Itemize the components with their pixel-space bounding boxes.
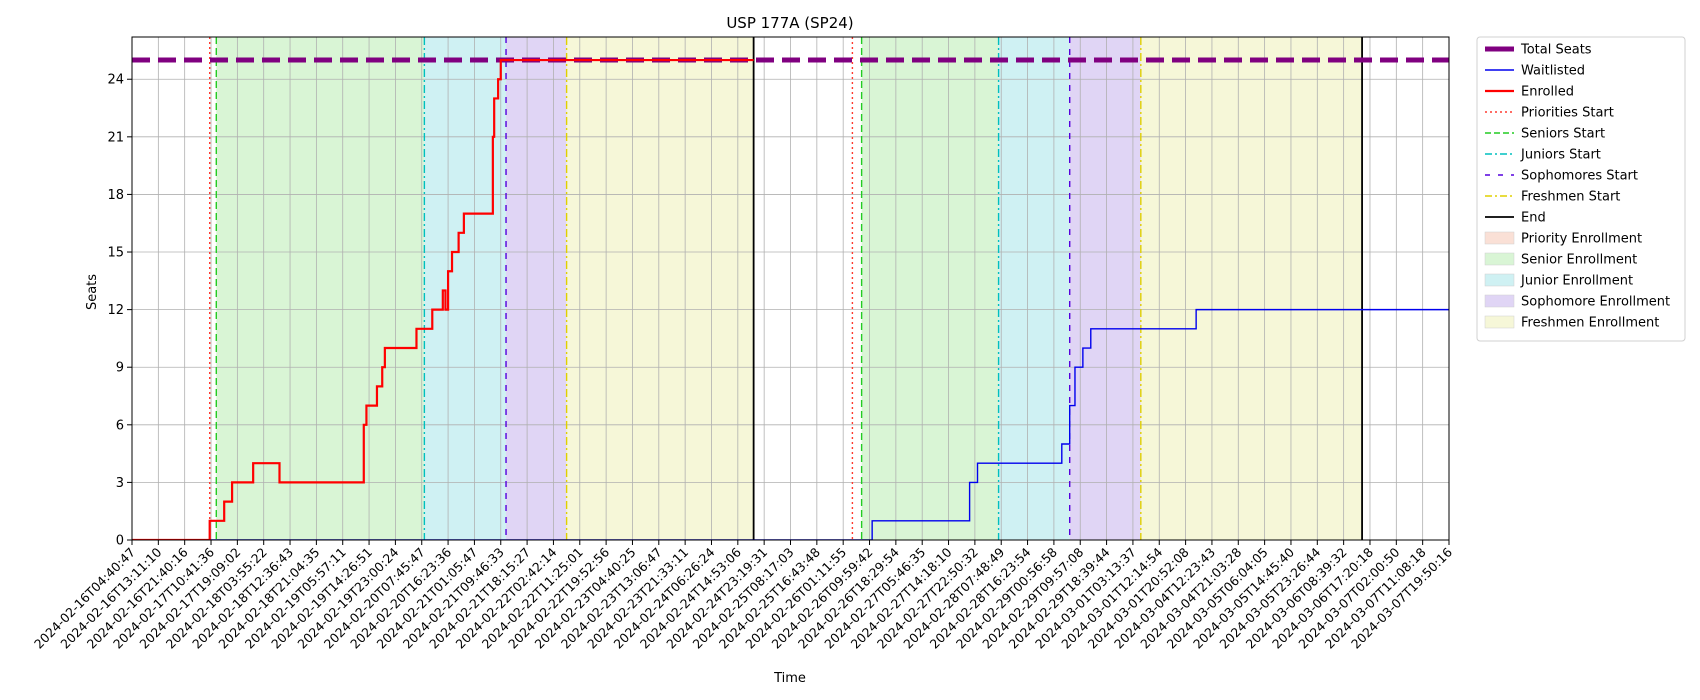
sophomore-enrollment-legend-entry: Sophomore Enrollment — [1521, 295, 1670, 310]
series-group — [132, 57, 1449, 540]
junior-enrollment-span — [998, 37, 1070, 540]
enrolled-series — [132, 58, 754, 540]
legend-box — [1476, 36, 1686, 342]
y-tick-label: 3 — [116, 476, 124, 491]
chart-title: USP 177A (SP24) — [726, 14, 853, 32]
sophomore-enrollment-legend-entry-swatch — [1484, 294, 1515, 308]
priority-enrollment-legend-entry-swatch — [1484, 231, 1515, 245]
sophomore-enrollment-span — [506, 37, 567, 540]
juniors-start-legend-entry: Juniors Start — [1520, 148, 1601, 163]
senior-enrollment-span — [861, 37, 999, 540]
sophomores-start-legend-entry: Sophomores Start — [1521, 169, 1638, 184]
freshmen-enrollment-legend-entry-swatch — [1484, 315, 1515, 329]
y-tick-label: 6 — [116, 418, 124, 433]
y-tick-label: 15 — [107, 246, 124, 261]
freshmen-enrollment-span — [566, 37, 754, 540]
y-tick-label: 21 — [107, 130, 124, 145]
waitlisted-legend-entry: Waitlisted — [1521, 64, 1585, 79]
freshmen-enrollment-legend-entry: Freshmen Enrollment — [1521, 316, 1659, 331]
y-tick-label: 9 — [116, 361, 124, 376]
sophomore-enrollment-span — [1069, 37, 1141, 540]
senior-enrollment-legend-entry: Senior Enrollment — [1521, 253, 1637, 268]
y-axis-label: Seats — [85, 274, 100, 310]
waitlisted-series — [132, 308, 1449, 540]
junior-enrollment-span — [424, 37, 507, 540]
priority-enrollment-legend-entry: Priority Enrollment — [1521, 232, 1642, 247]
legend: Total Seats Waitlisted Enrolled Priorities … — [1476, 36, 1686, 342]
junior-enrollment-legend-entry-swatch — [1484, 273, 1515, 287]
freshmen-enrollment-span — [1140, 37, 1363, 540]
senior-enrollment-span — [216, 37, 425, 540]
senior-enrollment-legend-entry-swatch — [1484, 252, 1515, 266]
seniors-start-legend-entry: Seniors Start — [1521, 127, 1605, 142]
plot-area: 036912151821242024-02-16T04:40:472024-02… — [31, 36, 1455, 652]
end-legend-entry: End — [1521, 211, 1546, 226]
x-axis-label: Time — [773, 671, 806, 686]
y-tick-label: 0 — [116, 534, 124, 549]
freshmen-start-legend-entry: Freshmen Start — [1521, 190, 1620, 205]
total-seats-legend-entry: Total Seats — [1520, 43, 1592, 58]
junior-enrollment-legend-entry: Junior Enrollment — [1520, 274, 1633, 289]
enrolled-legend-entry: Enrolled — [1521, 85, 1574, 100]
y-tick-label: 18 — [107, 188, 124, 203]
priorities-start-legend-entry: Priorities Start — [1521, 106, 1614, 121]
y-tick-label: 24 — [107, 73, 124, 88]
y-tick-label: 12 — [107, 303, 124, 318]
